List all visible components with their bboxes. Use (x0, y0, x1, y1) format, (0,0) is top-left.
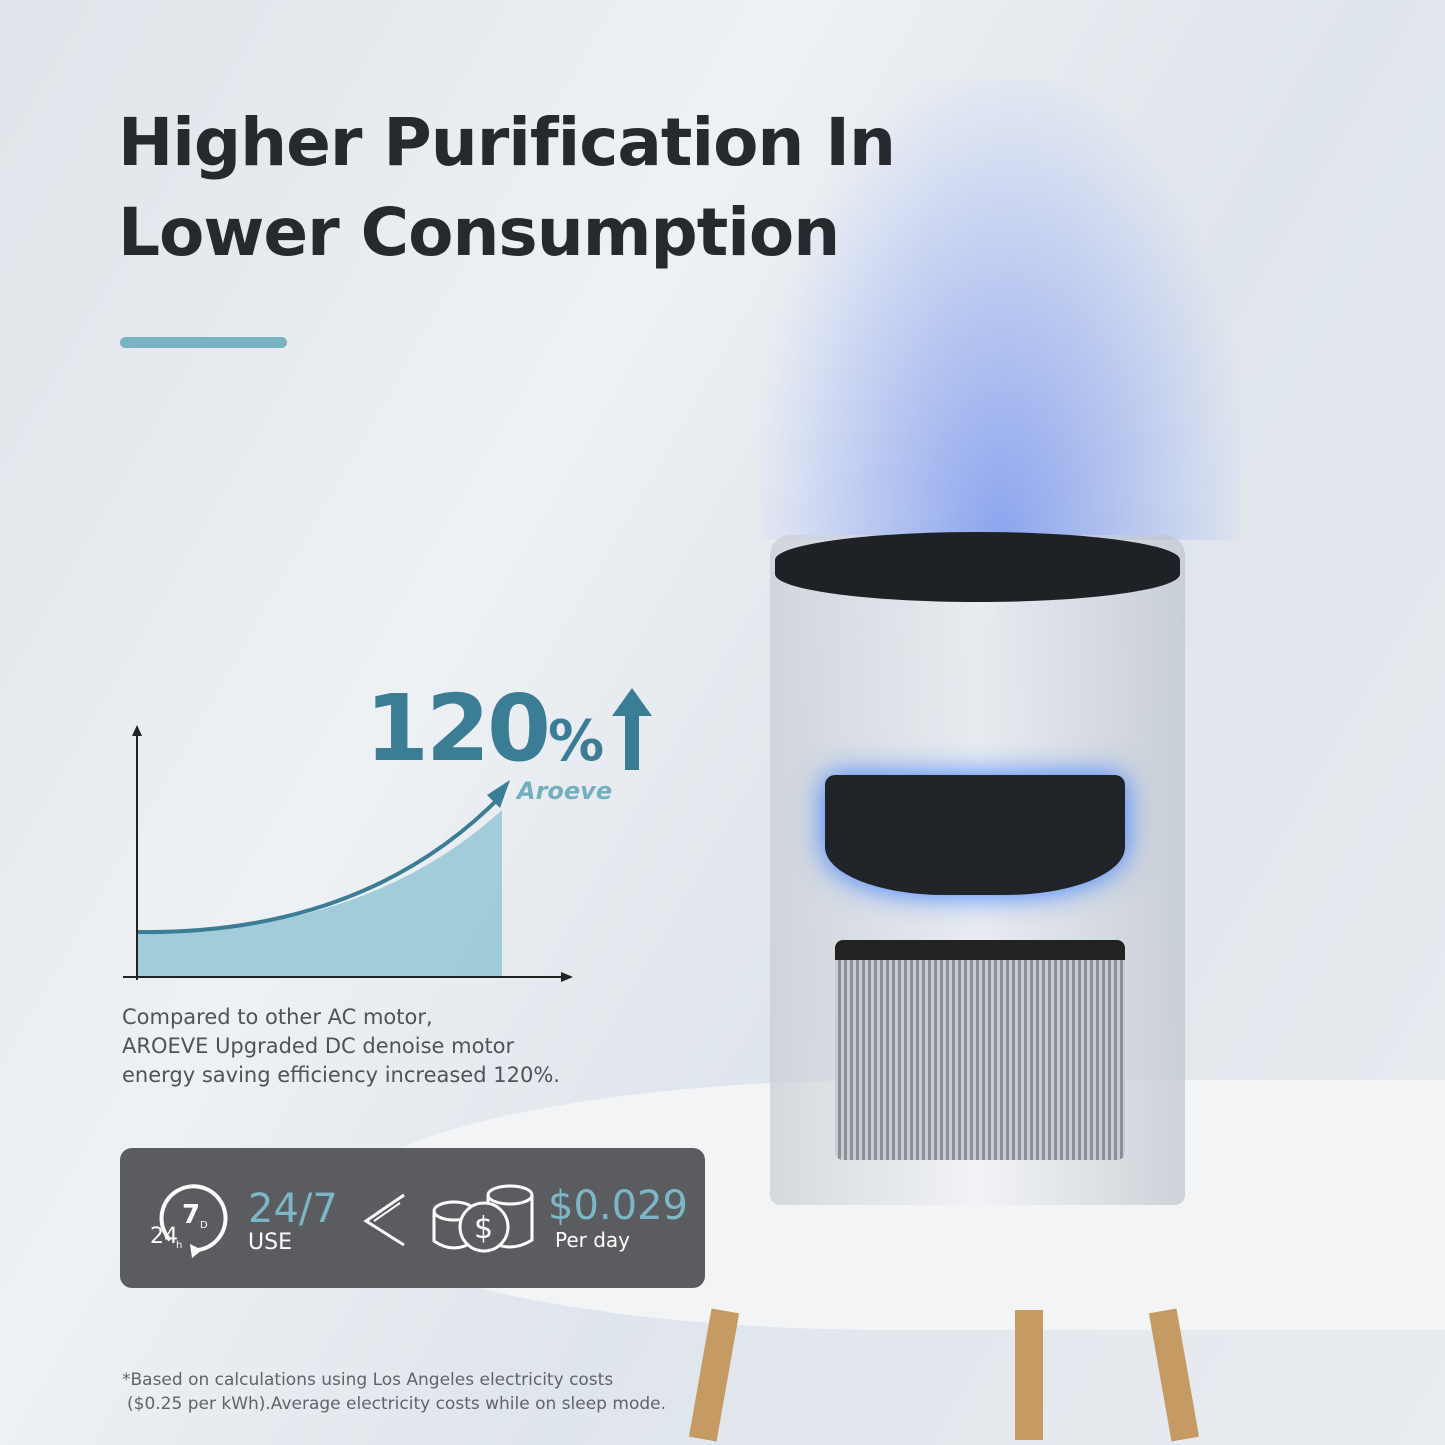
svg-text:h: h (176, 1240, 182, 1251)
svg-text:D: D (200, 1220, 208, 1231)
headline-line2: Lower Consumption (118, 194, 840, 271)
purifier-motor (825, 775, 1125, 895)
svg-text:7: 7 (182, 1200, 200, 1230)
description-line: energy saving efficiency increased 120%. (122, 1063, 560, 1087)
stat-value: 120% (365, 675, 604, 782)
description: Compared to other AC motor, AROEVE Upgra… (122, 1003, 560, 1090)
brand-logo: Aroeve (517, 777, 613, 805)
usage-label: USE (248, 1230, 292, 1255)
headline-line1: Higher Purification In (118, 104, 896, 181)
arrow-up-icon (612, 688, 652, 770)
footnote-line: ($0.25 per kWh).Average electricity cost… (127, 1394, 666, 1414)
accent-bar (120, 337, 287, 348)
table-leg (688, 1308, 740, 1442)
description-line: Compared to other AC motor, (122, 1005, 433, 1029)
table-leg (1015, 1310, 1043, 1440)
clock-24h-7d-icon: 7 D 24 h (150, 1184, 228, 1258)
coins-dollar-icon: $ (432, 1184, 534, 1253)
usage-value: 24/7 (248, 1186, 338, 1232)
airflow-graphic (760, 80, 1240, 540)
cost-label: Per day (555, 1228, 631, 1252)
growth-graph-icon (123, 725, 573, 982)
footnote-line: *Based on calculations using Los Angeles… (122, 1370, 614, 1390)
footnote: *Based on calculations using Los Angeles… (122, 1368, 666, 1416)
less-than-icon (363, 1193, 405, 1247)
svg-text:$: $ (474, 1211, 493, 1246)
purifier-lid (775, 532, 1180, 602)
svg-text:24: 24 (150, 1224, 178, 1249)
cost-value: $0.029 (548, 1183, 688, 1229)
headline: Higher Purification In Lower Consumption (118, 98, 896, 278)
description-line: AROEVE Upgraded DC denoise motor (122, 1034, 515, 1058)
purifier-filter (835, 940, 1125, 1160)
cost-panel: 7 D 24 h 24/7 USE $ $0.029 Per day (120, 1148, 705, 1288)
